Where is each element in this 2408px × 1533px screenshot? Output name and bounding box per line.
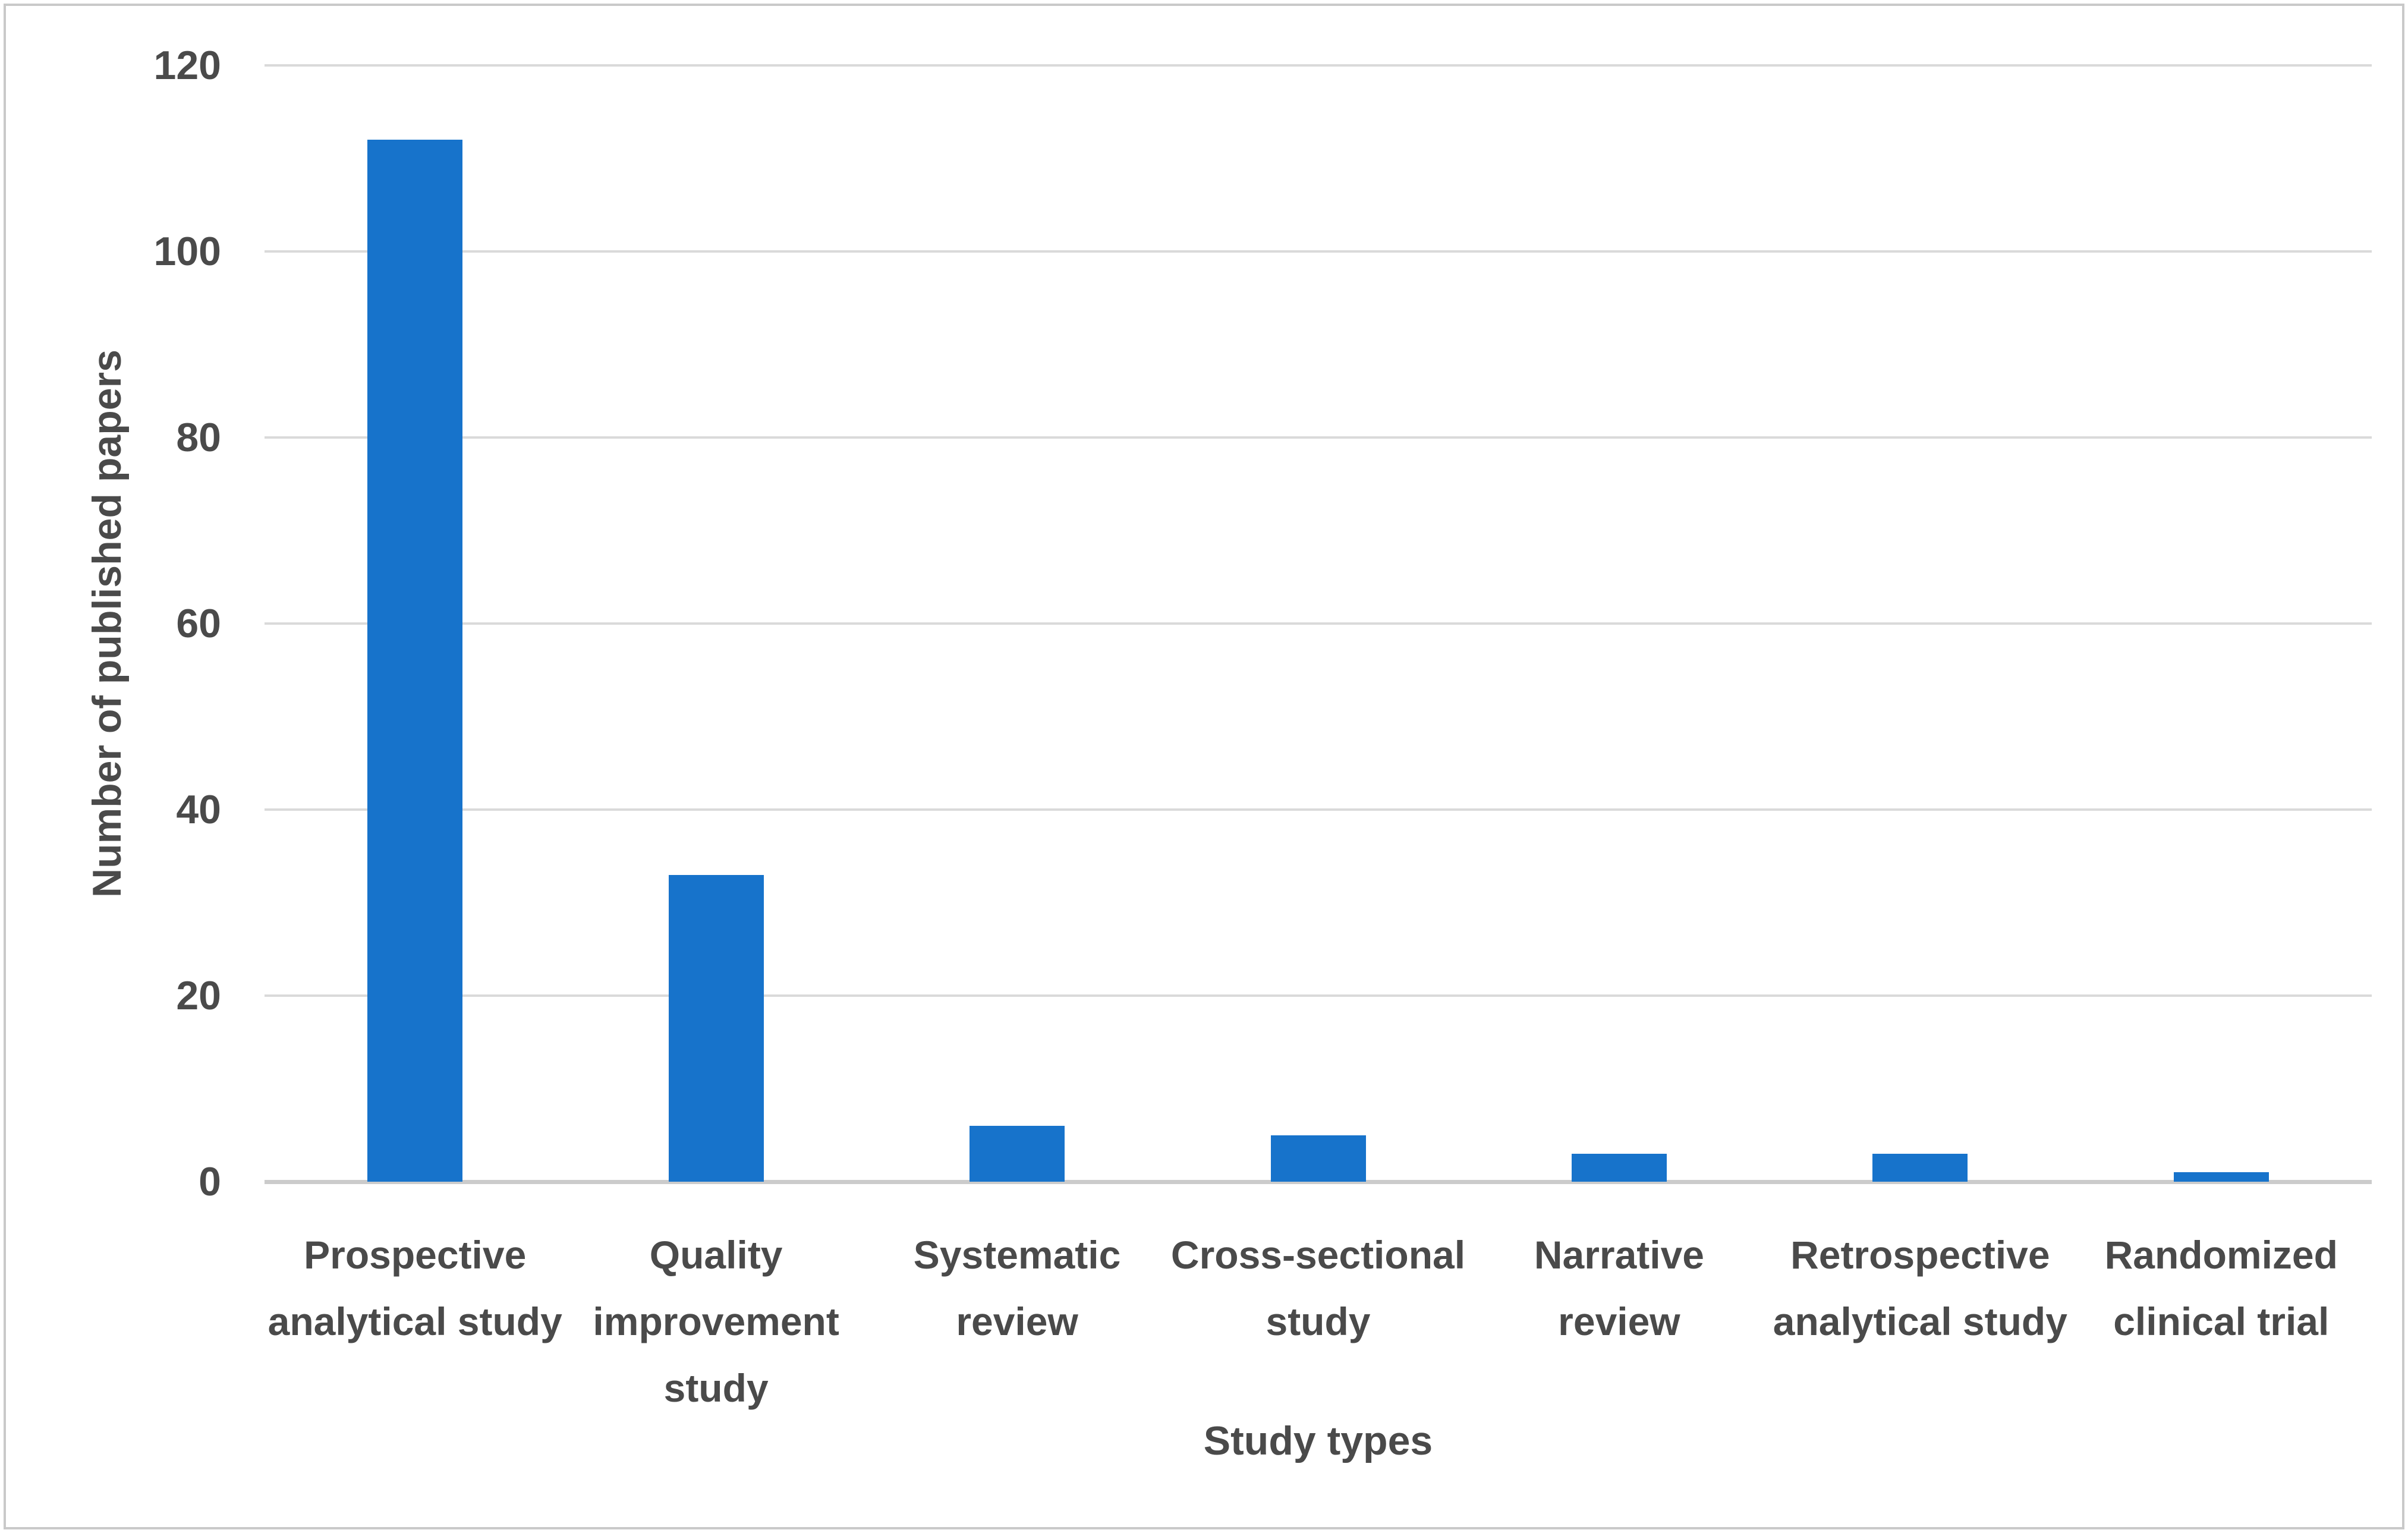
x-label-prospective-analytical-study: Prospective analytical study bbox=[260, 1222, 569, 1355]
x-label-line: Prospective bbox=[304, 1233, 527, 1277]
y-tick-60: 60 bbox=[176, 601, 221, 646]
gridline-100 bbox=[265, 250, 2372, 253]
x-label-line: clinical trial bbox=[2113, 1299, 2330, 1343]
x-label-line: Retrospective bbox=[1790, 1233, 2050, 1277]
y-tick-100: 100 bbox=[153, 229, 221, 274]
x-label-line: improvement bbox=[593, 1299, 839, 1343]
x-label-retrospective-analytical-study: Retrospective analytical study bbox=[1765, 1222, 2075, 1355]
gridline-20 bbox=[265, 994, 2372, 997]
y-tick-120: 120 bbox=[153, 43, 221, 88]
x-axis-title: Study types bbox=[1203, 1418, 1433, 1463]
x-label-cross-sectional-study: Cross-sectional study bbox=[1164, 1222, 1473, 1355]
gridline-120 bbox=[265, 64, 2372, 67]
y-tick-40: 40 bbox=[176, 787, 221, 832]
x-axis-line bbox=[265, 1179, 2372, 1184]
x-label-line: review bbox=[1558, 1299, 1680, 1343]
x-label-narrative-review: Narrative review bbox=[1465, 1222, 1774, 1355]
x-label-line: review bbox=[956, 1299, 1078, 1343]
y-axis-tick-labels: 0 20 40 60 80 100 120 bbox=[0, 43, 221, 1204]
x-label-systematic-review: Systematic review bbox=[863, 1222, 1172, 1355]
gridline-80 bbox=[265, 436, 2372, 439]
x-label-line: Cross-sectional bbox=[1170, 1233, 1466, 1277]
x-label-line: study bbox=[663, 1366, 769, 1410]
x-axis-category-labels: Prospective analytical study Quality improv… bbox=[265, 1222, 2372, 1424]
bar-narrative-review bbox=[1571, 1154, 1667, 1182]
y-tick-0: 0 bbox=[199, 1159, 221, 1204]
gridline-40 bbox=[265, 808, 2372, 811]
bar-systematic-review bbox=[970, 1126, 1065, 1182]
bar-randomized-clinical-trial bbox=[2173, 1172, 2269, 1182]
bar-cross-sectional-study bbox=[1270, 1135, 1366, 1182]
bar-prospective-analytical-study bbox=[367, 140, 463, 1182]
bar-retrospective-analytical-study bbox=[1872, 1154, 1968, 1182]
y-tick-20: 20 bbox=[176, 973, 221, 1018]
gridline-60 bbox=[265, 622, 2372, 625]
bar-quality-improvement-study bbox=[668, 874, 764, 1182]
x-label-line: Quality bbox=[649, 1233, 783, 1277]
x-label-line: Narrative bbox=[1534, 1233, 1704, 1277]
x-label-line: analytical study bbox=[1773, 1299, 2067, 1343]
x-label-randomized-clinical-trial: Randomized clinical trial bbox=[2067, 1222, 2376, 1355]
y-tick-80: 80 bbox=[176, 415, 221, 460]
x-label-line: analytical study bbox=[267, 1299, 562, 1343]
plot-area bbox=[265, 64, 2372, 1184]
x-label-line: study bbox=[1266, 1299, 1371, 1343]
x-label-line: Randomized bbox=[2104, 1233, 2338, 1277]
x-label-line: Systematic bbox=[913, 1233, 1121, 1277]
x-label-quality-improvement-study: Quality improvement study bbox=[562, 1222, 871, 1421]
